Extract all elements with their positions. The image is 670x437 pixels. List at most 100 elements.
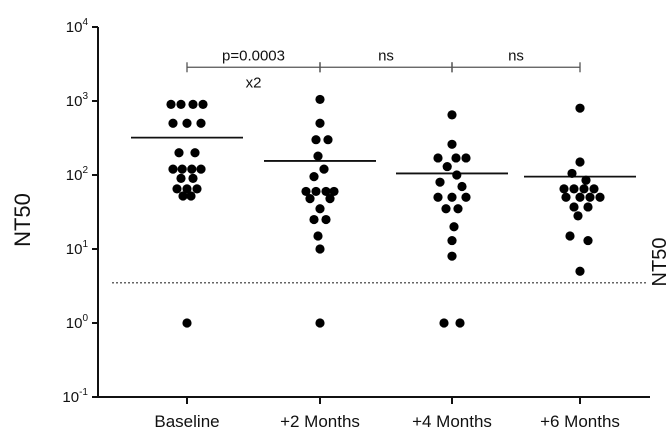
y-tick-exponent: 4 bbox=[82, 17, 88, 28]
data-point bbox=[305, 193, 315, 204]
data-point bbox=[321, 186, 331, 197]
data-point bbox=[589, 184, 599, 194]
x-tick-label: Baseline bbox=[154, 412, 219, 431]
data-point bbox=[311, 135, 321, 145]
comparison-brackets: p=0.0003 x2 ns ns bbox=[186, 47, 581, 91]
comparison-label: p=0.0003 bbox=[222, 47, 285, 64]
data-point bbox=[182, 118, 192, 128]
data-point bbox=[315, 204, 325, 214]
comparison-label: ns bbox=[508, 47, 524, 64]
data-point bbox=[168, 118, 178, 128]
data-point bbox=[441, 204, 451, 214]
data-point bbox=[433, 192, 443, 202]
data-point bbox=[565, 231, 575, 241]
y-tick-label: 104 bbox=[66, 17, 89, 36]
data-point bbox=[461, 192, 471, 202]
data-point bbox=[583, 202, 593, 212]
data-point bbox=[177, 164, 187, 174]
data-point bbox=[457, 181, 467, 192]
y-axis-label: NT50 bbox=[10, 193, 35, 247]
y-tick-exponent: 2 bbox=[82, 165, 88, 176]
data-point bbox=[329, 186, 339, 197]
y-tick-base: 10 bbox=[62, 389, 79, 406]
data-point bbox=[461, 153, 471, 163]
data-point bbox=[575, 103, 585, 113]
y-tick-label: 101 bbox=[66, 239, 89, 258]
data-point bbox=[455, 318, 465, 328]
clipped-neighbor-label: NT50 bbox=[649, 238, 670, 287]
data-point bbox=[188, 99, 198, 109]
data-point bbox=[447, 139, 457, 149]
data-point bbox=[449, 222, 459, 232]
y-tick-label: 10-1 bbox=[62, 387, 88, 406]
median-lines bbox=[131, 136, 636, 178]
data-point bbox=[174, 148, 184, 158]
data-point bbox=[187, 164, 197, 174]
comparison-label: ns bbox=[378, 47, 394, 64]
data-point bbox=[435, 177, 445, 187]
data-point bbox=[198, 99, 208, 109]
data-point bbox=[309, 172, 319, 182]
data-point bbox=[447, 235, 457, 246]
data-point bbox=[573, 211, 583, 221]
data-point bbox=[595, 192, 605, 202]
data-point bbox=[188, 173, 198, 183]
y-tick-exponent: 1 bbox=[82, 239, 88, 250]
y-tick-exponent: 3 bbox=[82, 91, 88, 102]
data-point bbox=[166, 99, 176, 109]
data-point bbox=[579, 184, 589, 194]
data-point bbox=[176, 99, 186, 109]
data-point bbox=[585, 192, 595, 202]
data-point bbox=[575, 192, 585, 202]
y-tick-exponent: 0 bbox=[82, 313, 88, 324]
data-point bbox=[442, 161, 452, 172]
data-point bbox=[311, 186, 321, 197]
data-point bbox=[451, 153, 461, 163]
data-point bbox=[309, 214, 319, 225]
y-tick-label: 102 bbox=[66, 165, 89, 184]
data-point bbox=[561, 192, 571, 202]
y-tick-base: 10 bbox=[66, 241, 83, 258]
data-point bbox=[325, 193, 335, 204]
data-point bbox=[182, 184, 192, 194]
data-point bbox=[178, 191, 188, 201]
data-point bbox=[313, 231, 323, 241]
y-tick-base: 10 bbox=[66, 93, 83, 110]
data-point bbox=[583, 235, 593, 246]
data-point bbox=[182, 318, 192, 328]
data-point bbox=[315, 318, 325, 328]
data-point bbox=[321, 214, 331, 225]
data-point bbox=[559, 184, 569, 194]
data-point bbox=[319, 164, 329, 174]
data-point bbox=[192, 184, 202, 194]
data-point bbox=[315, 118, 325, 128]
data-point bbox=[567, 168, 577, 179]
x-tick-label: +2 Months bbox=[280, 412, 360, 431]
data-point bbox=[453, 204, 463, 214]
data-point bbox=[581, 175, 591, 185]
x-tick-label: +6 Months bbox=[540, 412, 620, 431]
x-tick-label: +4 Months bbox=[412, 412, 492, 431]
y-tick-base: 10 bbox=[66, 167, 83, 184]
y-tick-base: 10 bbox=[66, 19, 83, 36]
data-point bbox=[447, 192, 457, 202]
data-point bbox=[186, 191, 196, 201]
data-point bbox=[196, 164, 206, 174]
y-tick-label: 103 bbox=[66, 91, 89, 110]
data-point bbox=[575, 157, 585, 167]
data-point bbox=[447, 251, 457, 261]
data-point bbox=[433, 153, 443, 163]
data-point bbox=[168, 164, 178, 174]
data-point bbox=[313, 151, 323, 161]
y-tick-exponent: -1 bbox=[79, 387, 88, 398]
y-tick-label: 100 bbox=[66, 313, 89, 332]
y-tick-base: 10 bbox=[66, 315, 83, 332]
data-point bbox=[439, 318, 449, 328]
data-point bbox=[569, 184, 579, 194]
data-point bbox=[196, 118, 206, 128]
data-point bbox=[447, 110, 457, 120]
data-point bbox=[190, 148, 200, 158]
data-point bbox=[575, 266, 585, 276]
data-point bbox=[452, 170, 462, 180]
